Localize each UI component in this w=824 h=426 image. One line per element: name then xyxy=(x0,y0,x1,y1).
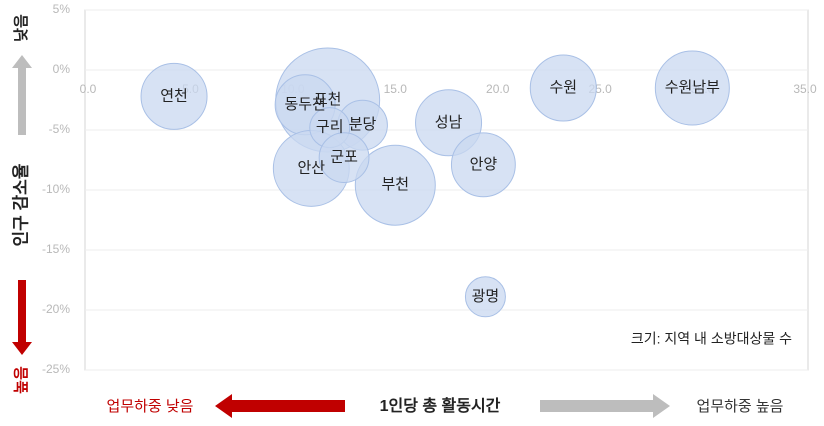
y-low-label: 낮음 xyxy=(13,14,30,42)
bubble xyxy=(140,62,208,130)
bubble-label: 연천 xyxy=(160,87,188,104)
x-tick-label: 0.0 xyxy=(80,82,97,96)
y-tick-label: -10% xyxy=(42,182,70,196)
right-arrow xyxy=(540,394,670,418)
size-note: 크기: 지역 내 소방대상물 수 xyxy=(631,331,792,347)
bubble-label: 수원 xyxy=(549,79,577,96)
y-tick-label: -20% xyxy=(42,302,70,316)
y-tick-label: 5% xyxy=(53,2,71,16)
y-tick-label: -25% xyxy=(42,362,70,376)
x-tick-label: 20.0 xyxy=(486,82,510,96)
y-axis-label: 인구 감소율 xyxy=(11,163,30,246)
x-axis-label: 1인당 총 활동시간 xyxy=(380,396,501,415)
bubble xyxy=(318,132,370,183)
x-high-label: 업무하중 높음 xyxy=(697,398,784,415)
bubble-label: 구리 xyxy=(316,119,344,136)
bubble xyxy=(450,132,516,198)
bubble-label: 군포 xyxy=(330,149,358,166)
bubble xyxy=(464,276,506,318)
bubble-label: 광명 xyxy=(472,288,500,305)
bubble-label: 수원남부 xyxy=(665,79,720,96)
bubble-label: 성남 xyxy=(435,114,463,131)
bubble-label: 포천 xyxy=(314,91,342,108)
left-arrow xyxy=(215,394,345,418)
y-tick-label: 0% xyxy=(53,62,71,76)
bubble-label: 동두천 xyxy=(284,96,325,113)
up-arrow xyxy=(12,55,32,135)
y-tick-label: -15% xyxy=(42,242,70,256)
bubble xyxy=(354,144,436,226)
bubble xyxy=(529,54,597,122)
bubble-label: 안산 xyxy=(297,159,325,176)
x-tick-label: 15.0 xyxy=(384,82,408,96)
x-tick-label: 35.0 xyxy=(793,82,817,96)
x-low-label: 업무하중 낮음 xyxy=(107,398,194,415)
y-high-label: 높음 xyxy=(13,366,30,394)
decor xyxy=(12,55,670,418)
bubble-label: 안양 xyxy=(470,156,498,173)
y-tick-label: -5% xyxy=(49,122,71,136)
down-arrow xyxy=(12,280,32,355)
bubble-label: 부천 xyxy=(381,176,409,193)
bubble-label: 분당 xyxy=(349,116,377,133)
bubble xyxy=(654,50,730,126)
